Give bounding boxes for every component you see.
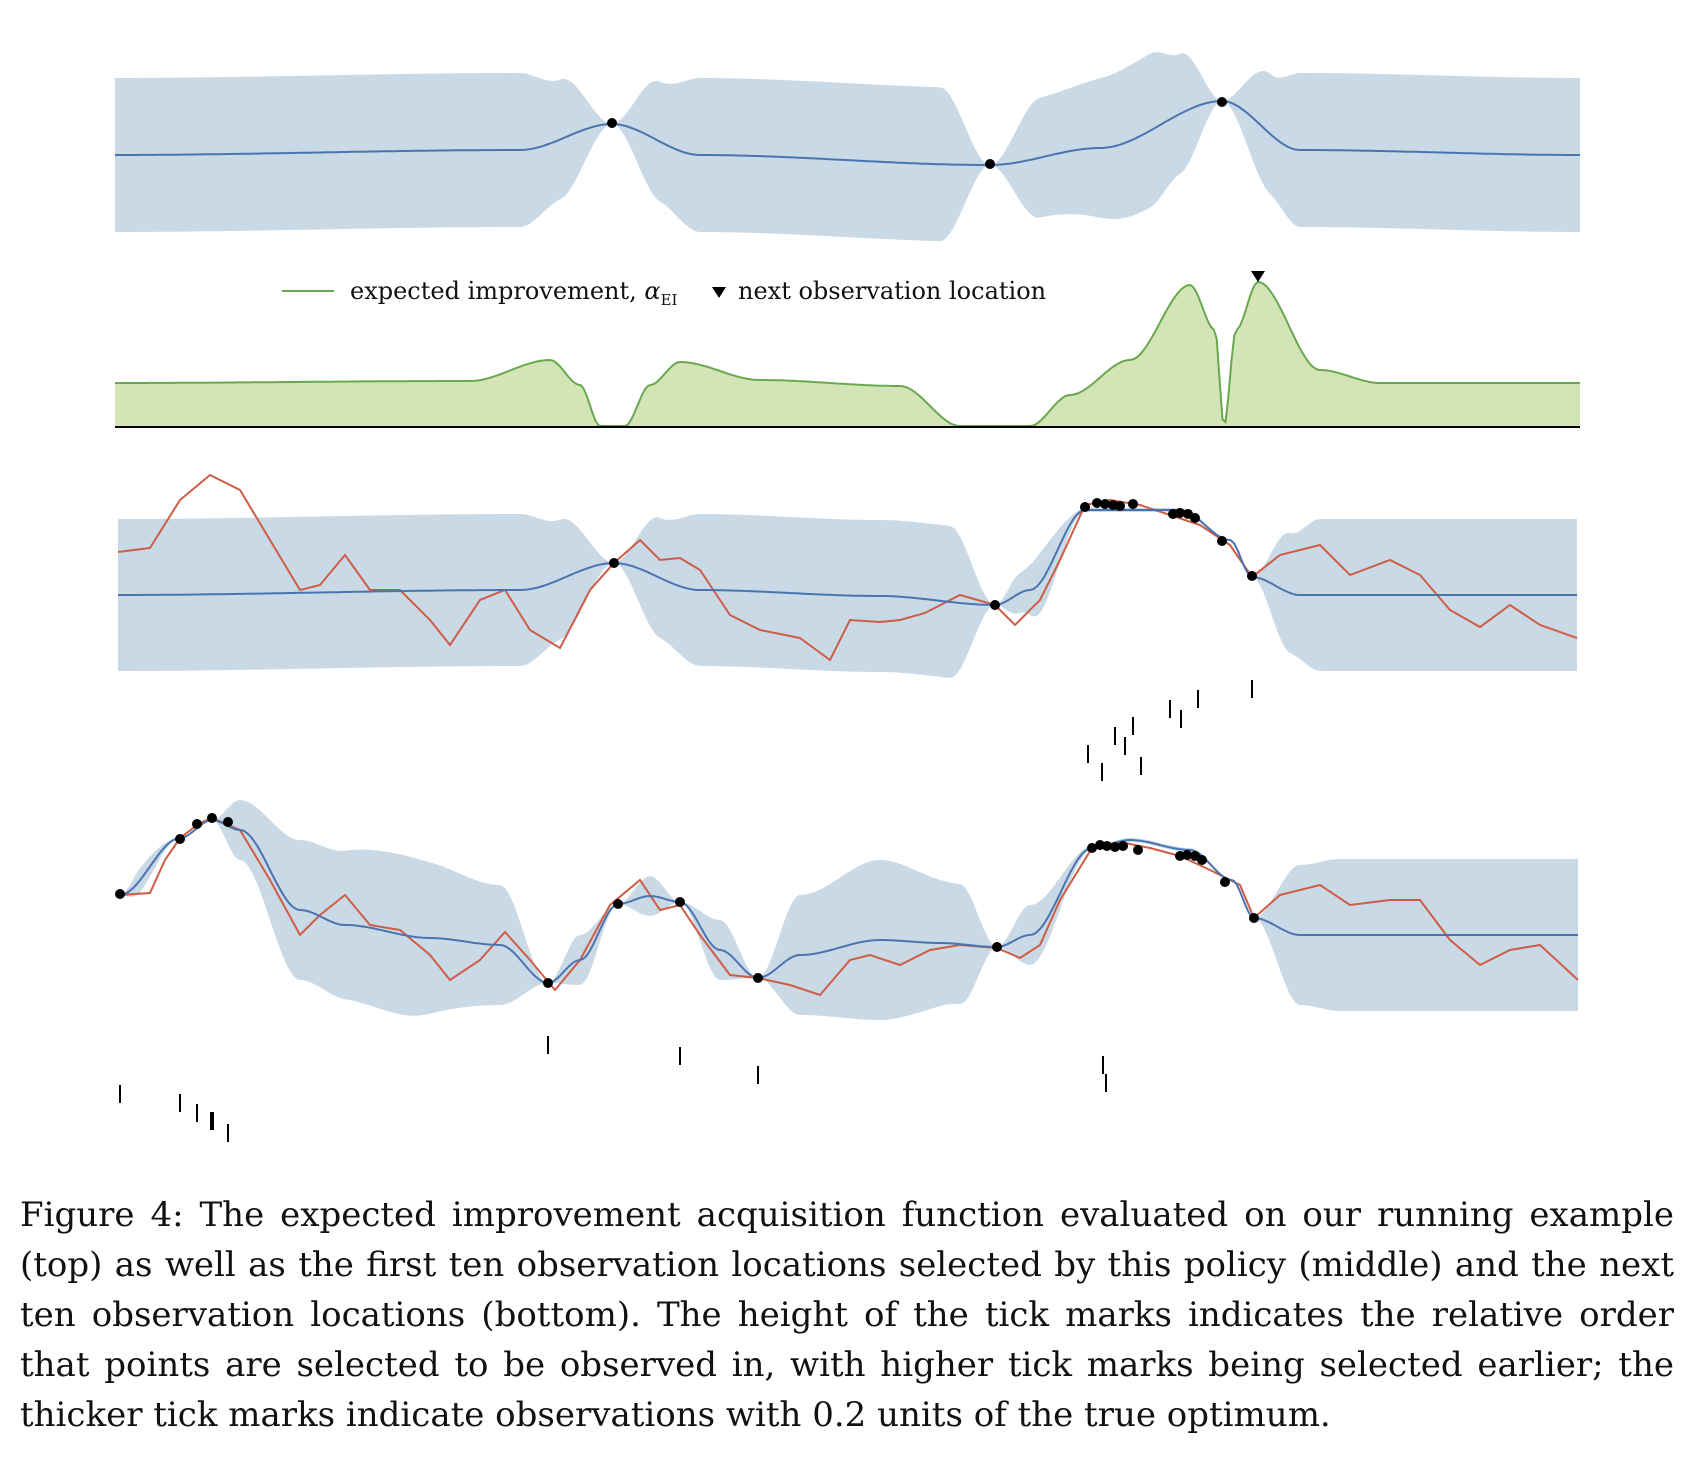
- legend-next-label: next observation location: [738, 277, 1046, 305]
- observation-point: [1247, 571, 1257, 581]
- observation-point: [607, 118, 617, 128]
- figure-caption: Figure 4: The expected improvement acqui…: [20, 1190, 1674, 1440]
- credible-band: [118, 508, 1577, 678]
- bottom-panel: [115, 800, 1579, 1142]
- figure: expected improvement, αEI next observati…: [115, 52, 1580, 1142]
- observation-point: [1182, 850, 1192, 860]
- observation-point: [1102, 841, 1112, 851]
- observation-point: [753, 973, 763, 983]
- posterior-mean-line: [118, 509, 1577, 607]
- credible-band: [115, 52, 1580, 242]
- observation-point: [1087, 843, 1097, 853]
- observation-point: [543, 978, 553, 988]
- middle-panel: [117, 473, 1578, 781]
- observation-point: [175, 834, 185, 844]
- observations: [607, 97, 1227, 169]
- legend-ei-label: expected improvement, αEI: [350, 277, 678, 309]
- observation-point: [613, 899, 623, 909]
- observation-point: [1217, 536, 1227, 546]
- observation-point: [990, 600, 1000, 610]
- observation-point: [992, 942, 1002, 952]
- objective-line: [119, 816, 1579, 997]
- observation-point: [1133, 845, 1143, 855]
- acquisition-panel: [115, 271, 1580, 428]
- observation-point: [1110, 842, 1120, 852]
- credible-band: [120, 800, 1578, 1020]
- observation-point: [1118, 841, 1128, 851]
- observation-point: [1092, 498, 1102, 508]
- observation-point: [1217, 97, 1227, 107]
- observation-point: [192, 819, 202, 829]
- observation-point: [675, 897, 685, 907]
- caption-text: The expected improvement acquisition fun…: [20, 1195, 1674, 1435]
- observation-point: [609, 558, 619, 568]
- ei-area: [115, 282, 1580, 427]
- top-panel: [115, 52, 1580, 242]
- observation-point: [223, 817, 233, 827]
- objective-line: [117, 473, 1578, 662]
- observation-point: [115, 889, 125, 899]
- observation-point: [1220, 877, 1230, 887]
- observation-point: [1128, 499, 1138, 509]
- observation-point: [1249, 913, 1259, 923]
- observations: [609, 498, 1257, 610]
- observation-point: [1197, 855, 1207, 865]
- observations: [115, 813, 1259, 988]
- order-ticks: [1087, 680, 1253, 781]
- legend-triangle-icon: [712, 287, 726, 298]
- observation-point: [985, 159, 995, 169]
- observation-point: [1115, 501, 1125, 511]
- observation-point: [1175, 508, 1185, 518]
- ei-line: [115, 280, 1580, 427]
- observation-point: [1100, 499, 1110, 509]
- caption-label: Figure 4:: [20, 1195, 184, 1235]
- order-ticks: [119, 1036, 1107, 1142]
- observation-point: [1080, 502, 1090, 512]
- observation-point: [207, 813, 217, 823]
- next-observation-marker: [1251, 271, 1265, 282]
- observation-point: [1190, 513, 1200, 523]
- legend: expected improvement, αEI next observati…: [282, 277, 1046, 309]
- posterior-mean-line: [119, 819, 1578, 985]
- posterior-mean-line: [115, 99, 1580, 166]
